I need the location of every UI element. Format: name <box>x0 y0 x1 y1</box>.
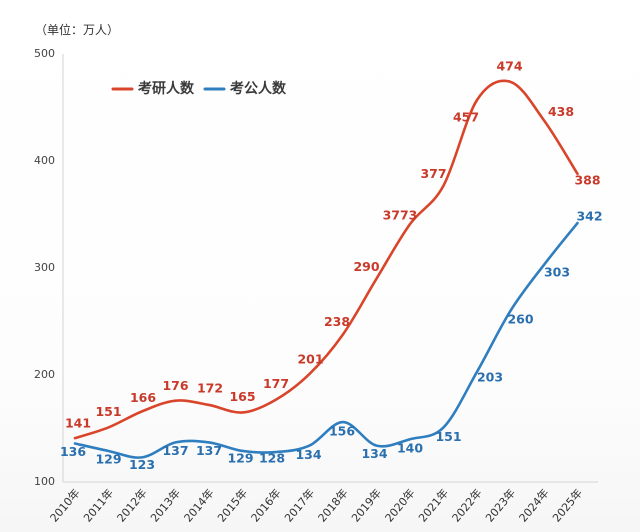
y-tick-label: 500 <box>34 47 55 60</box>
series-lines <box>73 79 579 459</box>
x-tick-label: 2023年 <box>482 486 518 525</box>
data-label-kaoyan: 377 <box>420 166 446 181</box>
data-label-kaoyan: 388 <box>574 172 600 187</box>
y-tick-label: 400 <box>34 154 55 167</box>
data-label-kaogong: 128 <box>259 451 285 466</box>
series-line-kaoyan <box>73 79 579 440</box>
data-label-kaoyan: 290 <box>353 259 379 274</box>
data-label-kaoyan: 201 <box>297 351 323 366</box>
y-tick-label: 200 <box>34 368 55 381</box>
y-tick-label: 100 <box>34 475 55 488</box>
legend-label-kaoyan: 考研人数 <box>138 80 195 97</box>
data-label-kaoyan: 457 <box>453 110 479 125</box>
legend-label-kaogong: 考公人数 <box>230 80 287 97</box>
data-label-kaoyan: 172 <box>197 380 223 395</box>
x-tick-label: 2022年 <box>449 486 485 525</box>
x-tick-label: 2020年 <box>382 486 418 525</box>
x-tick-label: 2021年 <box>415 486 451 525</box>
data-label-kaogong: 151 <box>435 429 461 444</box>
data-label-kaogong: 303 <box>544 264 570 279</box>
data-label-kaoyan: 438 <box>548 104 574 119</box>
x-tick-label: 2016年 <box>248 486 284 525</box>
x-tick-label: 2025年 <box>549 486 585 525</box>
series-line-kaogong <box>73 221 579 459</box>
data-label-kaogong: 136 <box>60 444 86 459</box>
data-label-kaoyan: 3773 <box>383 208 418 223</box>
data-label-kaoyan: 177 <box>263 376 289 391</box>
data-label-kaogong: 137 <box>162 443 188 458</box>
data-label-kaogong: 129 <box>227 450 253 465</box>
x-tick-label: 2014年 <box>181 486 217 525</box>
unit-label: （单位：万人） <box>35 22 119 37</box>
data-label-kaogong: 123 <box>129 457 155 472</box>
x-tick-label: 2013年 <box>147 486 183 525</box>
data-label-kaogong: 203 <box>477 369 503 384</box>
legend: 考研人数 考公人数 <box>111 80 287 97</box>
data-label-kaogong: 129 <box>95 451 121 466</box>
x-tick-label: 2011年 <box>80 486 116 525</box>
data-label-kaoyan: 141 <box>65 416 91 431</box>
x-tick-label: 2024年 <box>516 486 552 525</box>
data-label-kaogong: 260 <box>507 311 533 326</box>
data-label-kaogong: 156 <box>329 424 355 439</box>
x-tick-label: 2015年 <box>214 486 250 525</box>
x-tick-label: 2018年 <box>315 486 351 525</box>
data-labels: 141 151 166 176 172 165 177 201 238 290 3773 377 457… <box>60 58 603 472</box>
data-label-kaoyan: 166 <box>130 390 156 405</box>
y-tick-label: 300 <box>34 261 55 274</box>
data-label-kaogong: 137 <box>196 443 222 458</box>
data-label-kaoyan: 151 <box>95 404 121 419</box>
data-label-kaoyan: 474 <box>496 58 522 73</box>
x-tick-label: 2010年 <box>47 486 83 525</box>
data-label-kaogong: 342 <box>576 209 602 224</box>
data-label-kaoyan: 176 <box>162 378 188 393</box>
data-label-kaoyan: 165 <box>229 389 255 404</box>
x-tick-label: 2017年 <box>281 486 317 525</box>
x-tick-label: 2012年 <box>114 486 150 525</box>
data-label-kaogong: 134 <box>295 447 321 462</box>
data-label-kaogong: 134 <box>361 446 387 461</box>
x-tick-label: 2019年 <box>348 486 384 525</box>
data-label-kaoyan: 238 <box>324 314 350 329</box>
data-label-kaogong: 140 <box>397 441 423 456</box>
